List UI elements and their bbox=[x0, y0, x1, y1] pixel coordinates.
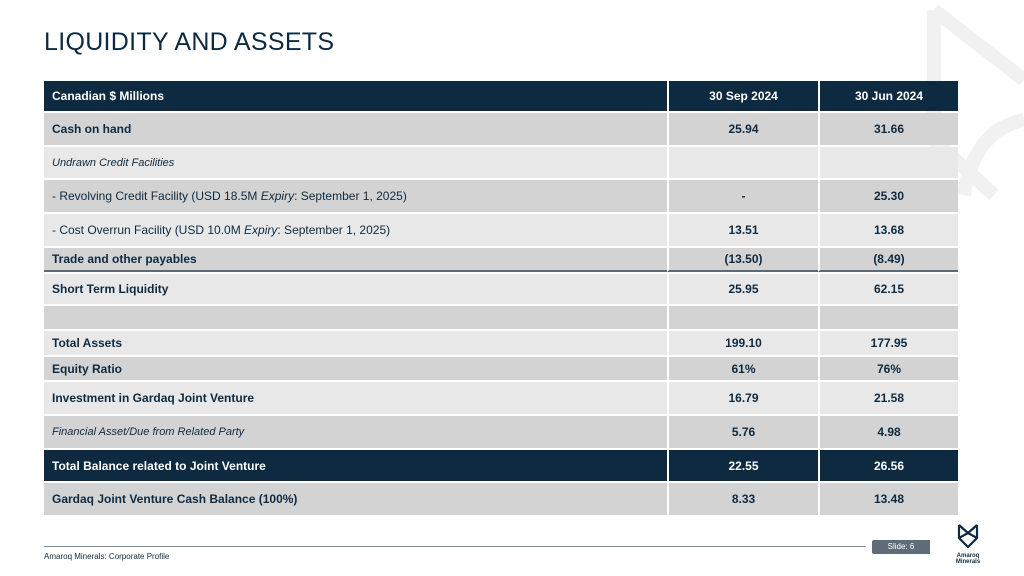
cell-jun: 76% bbox=[818, 357, 958, 380]
table-row: Equity Ratio 61% 76% bbox=[44, 357, 958, 380]
row-label: Financial Asset/Due from Related Party bbox=[44, 416, 667, 448]
row-label: Trade and other payables bbox=[44, 248, 667, 272]
cell-jun: 62.15 bbox=[818, 274, 958, 304]
cell-sep: 199.10 bbox=[667, 331, 818, 355]
table-row: Short Term Liquidity 25.95 62.15 bbox=[44, 274, 958, 304]
table-row-blank bbox=[44, 306, 958, 329]
header-label: Canadian $ Millions bbox=[44, 81, 667, 111]
liquidity-table: Canadian $ Millions 30 Sep 2024 30 Jun 2… bbox=[44, 79, 958, 517]
cell-sep: (13.50) bbox=[667, 248, 818, 272]
row-label: - Revolving Credit Facility (USD 18.5M E… bbox=[44, 180, 667, 212]
table-row-total: Total Balance related to Joint Venture 2… bbox=[44, 450, 958, 481]
cell-sep: - bbox=[667, 180, 818, 212]
cell-jun: 4.98 bbox=[818, 416, 958, 448]
cell-sep: 5.76 bbox=[667, 416, 818, 448]
cell-jun: 26.56 bbox=[818, 450, 958, 481]
row-label: Cash on hand bbox=[44, 113, 667, 145]
cell-jun: 177.95 bbox=[818, 331, 958, 355]
table-row: Undrawn Credit Facilities bbox=[44, 147, 958, 178]
cell-jun: 13.68 bbox=[818, 214, 958, 246]
label-text: - Revolving Credit Facility (USD 18.5M bbox=[52, 189, 261, 203]
cell-jun bbox=[818, 306, 958, 329]
footer-divider bbox=[44, 546, 866, 547]
row-label: Undrawn Credit Facilities bbox=[44, 147, 667, 178]
cell-sep: 8.33 bbox=[667, 483, 818, 515]
cell-jun: 31.66 bbox=[818, 113, 958, 145]
cell-sep bbox=[667, 147, 818, 178]
table-row: Total Assets 199.10 177.95 bbox=[44, 331, 958, 355]
table-header: Canadian $ Millions 30 Sep 2024 30 Jun 2… bbox=[44, 81, 958, 111]
row-label: Gardaq Joint Venture Cash Balance (100%) bbox=[44, 483, 667, 515]
table-row: Gardaq Joint Venture Cash Balance (100%)… bbox=[44, 483, 958, 515]
table-row: - Cost Overrun Facility (USD 10.0M Expir… bbox=[44, 214, 958, 246]
row-label: Short Term Liquidity bbox=[44, 274, 667, 304]
row-label bbox=[44, 306, 667, 329]
label-text: - Cost Overrun Facility (USD 10.0M bbox=[52, 223, 245, 237]
header-jun-2024: 30 Jun 2024 bbox=[818, 81, 958, 111]
cell-sep: 25.94 bbox=[667, 113, 818, 145]
footer-text: Amaroq Minerals: Corporate Profile bbox=[44, 552, 170, 561]
cell-jun: 25.30 bbox=[818, 180, 958, 212]
table-row: Financial Asset/Due from Related Party 5… bbox=[44, 416, 958, 448]
fox-logo-icon bbox=[957, 524, 979, 549]
row-label: Total Assets bbox=[44, 331, 667, 355]
label-tail: : September 1, 2025) bbox=[294, 189, 407, 203]
cell-sep: 22.55 bbox=[667, 450, 818, 481]
row-label: Investment in Gardaq Joint Venture bbox=[44, 382, 667, 414]
table-row: Cash on hand 25.94 31.66 bbox=[44, 113, 958, 145]
row-label: - Cost Overrun Facility (USD 10.0M Expir… bbox=[44, 214, 667, 246]
row-label: Equity Ratio bbox=[44, 357, 667, 380]
page-title: LIQUIDITY AND ASSETS bbox=[44, 28, 335, 56]
logo-text: Amaroq Minerals bbox=[955, 553, 981, 565]
cell-jun: 21.58 bbox=[818, 382, 958, 414]
table-row: Trade and other payables (13.50) (8.49) bbox=[44, 248, 958, 272]
slide-number: Slide: 6 bbox=[872, 540, 930, 554]
cell-jun: 13.48 bbox=[818, 483, 958, 515]
cell-sep: 25.95 bbox=[667, 274, 818, 304]
cell-sep: 61% bbox=[667, 357, 818, 380]
cell-sep bbox=[667, 306, 818, 329]
table-row: Investment in Gardaq Joint Venture 16.79… bbox=[44, 382, 958, 414]
company-logo: Amaroq Minerals bbox=[948, 524, 988, 565]
cell-sep: 13.51 bbox=[667, 214, 818, 246]
cell-jun bbox=[818, 147, 958, 178]
header-sep-2024: 30 Sep 2024 bbox=[667, 81, 818, 111]
label-tail: : September 1, 2025) bbox=[277, 223, 391, 237]
cell-sep: 16.79 bbox=[667, 382, 818, 414]
row-label: Total Balance related to Joint Venture bbox=[44, 450, 667, 481]
label-italic: Expiry bbox=[260, 189, 295, 203]
label-italic: Expiry bbox=[244, 223, 278, 237]
cell-jun: (8.49) bbox=[818, 248, 958, 272]
table-row: - Revolving Credit Facility (USD 18.5M E… bbox=[44, 180, 958, 212]
